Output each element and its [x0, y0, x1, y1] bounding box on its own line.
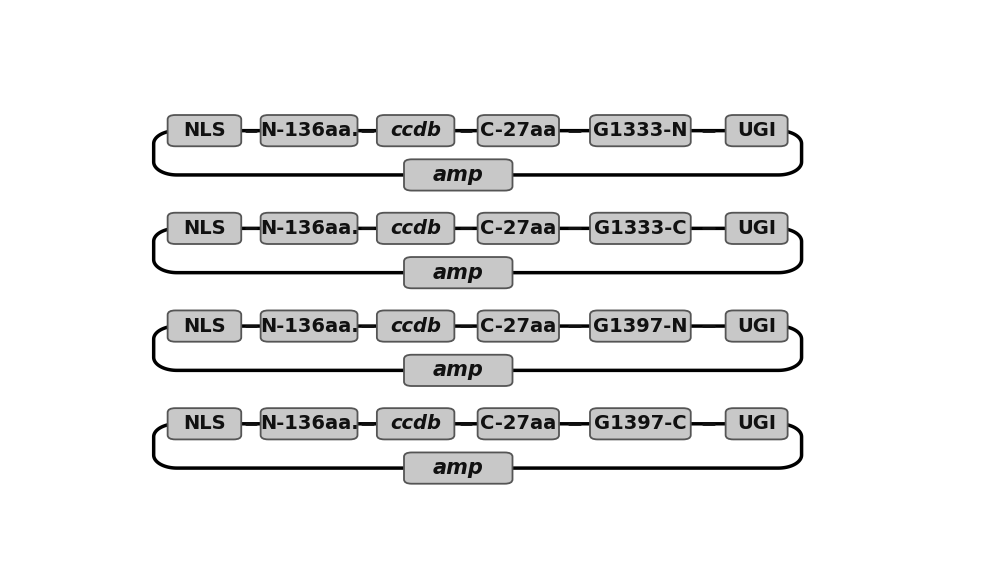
Text: ccdb: ccdb — [390, 219, 441, 238]
Text: G1397-N: G1397-N — [593, 316, 688, 336]
FancyBboxPatch shape — [590, 115, 691, 146]
FancyBboxPatch shape — [726, 115, 788, 146]
Text: amp: amp — [433, 458, 484, 478]
FancyBboxPatch shape — [168, 115, 241, 146]
FancyBboxPatch shape — [168, 310, 241, 342]
FancyBboxPatch shape — [478, 408, 559, 439]
FancyBboxPatch shape — [404, 257, 512, 288]
Text: NLS: NLS — [183, 121, 226, 140]
Text: UGI: UGI — [737, 121, 776, 140]
Text: N-136aa.: N-136aa. — [260, 316, 358, 336]
Text: amp: amp — [433, 360, 484, 380]
FancyBboxPatch shape — [590, 408, 691, 439]
Text: NLS: NLS — [183, 316, 226, 336]
FancyBboxPatch shape — [478, 310, 559, 342]
FancyBboxPatch shape — [404, 159, 512, 191]
Text: UGI: UGI — [737, 316, 776, 336]
Text: UGI: UGI — [737, 219, 776, 238]
FancyBboxPatch shape — [261, 213, 358, 244]
FancyBboxPatch shape — [590, 213, 691, 244]
FancyBboxPatch shape — [478, 213, 559, 244]
Text: C-27aa: C-27aa — [480, 121, 556, 140]
FancyBboxPatch shape — [261, 115, 358, 146]
Text: ccdb: ccdb — [390, 415, 441, 433]
FancyBboxPatch shape — [377, 115, 454, 146]
Text: C-27aa: C-27aa — [480, 219, 556, 238]
FancyBboxPatch shape — [726, 408, 788, 439]
Text: ccdb: ccdb — [390, 121, 441, 140]
Text: NLS: NLS — [183, 415, 226, 433]
Text: NLS: NLS — [183, 219, 226, 238]
Text: C-27aa: C-27aa — [480, 316, 556, 336]
FancyBboxPatch shape — [168, 408, 241, 439]
FancyBboxPatch shape — [404, 355, 512, 386]
FancyBboxPatch shape — [478, 115, 559, 146]
Text: N-136aa.: N-136aa. — [260, 415, 358, 433]
Text: UGI: UGI — [737, 415, 776, 433]
Text: G1397-C: G1397-C — [594, 415, 687, 433]
Text: N-136aa.: N-136aa. — [260, 219, 358, 238]
FancyBboxPatch shape — [377, 310, 454, 342]
Text: G1333-C: G1333-C — [594, 219, 687, 238]
Text: N-136aa.: N-136aa. — [260, 121, 358, 140]
FancyBboxPatch shape — [168, 213, 241, 244]
FancyBboxPatch shape — [726, 213, 788, 244]
FancyBboxPatch shape — [377, 408, 454, 439]
Text: amp: amp — [433, 165, 484, 185]
FancyBboxPatch shape — [261, 310, 358, 342]
Text: ccdb: ccdb — [390, 316, 441, 336]
FancyBboxPatch shape — [261, 408, 358, 439]
FancyBboxPatch shape — [590, 310, 691, 342]
Text: C-27aa: C-27aa — [480, 415, 556, 433]
FancyBboxPatch shape — [404, 452, 512, 484]
Text: G1333-N: G1333-N — [593, 121, 688, 140]
FancyBboxPatch shape — [377, 213, 454, 244]
FancyBboxPatch shape — [726, 310, 788, 342]
Text: amp: amp — [433, 263, 484, 283]
